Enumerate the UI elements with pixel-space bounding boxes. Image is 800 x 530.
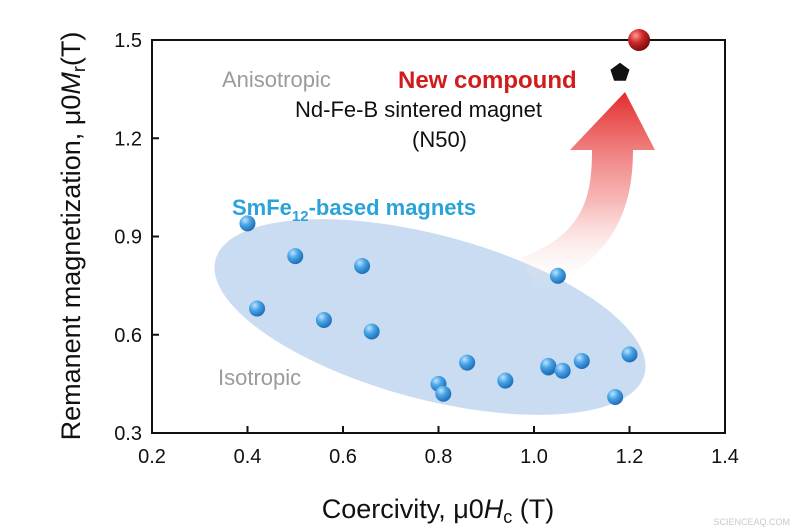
smfe12-point (621, 346, 638, 363)
x-axis: 0.2 0.4 0.6 0.8 1.0 1.2 1.4 (138, 426, 739, 468)
y-tick-label: 1.2 (114, 128, 142, 150)
data-points (239, 29, 651, 405)
smfe12-point (549, 267, 566, 284)
smfe12-point (249, 300, 266, 317)
watermark: SCIENCEAQ.COM (713, 517, 790, 527)
y-axis-title: Remanent magnetization, μ0Mr(T) (56, 32, 89, 441)
y-tick-label: 0.6 (114, 325, 142, 347)
x-tick-label: 0.8 (425, 446, 453, 468)
y-axis: 0.3 0.6 0.9 1.2 1.5 (114, 30, 159, 445)
smfe12-point (315, 312, 332, 329)
smfe12-point (363, 323, 380, 340)
anisotropic-label: Anisotropic (222, 67, 331, 92)
smfe12-point (287, 248, 304, 265)
smfe12-series-label: SmFe12-based magnets (232, 195, 476, 225)
improvement-arrow (520, 92, 655, 292)
smfe12-point (239, 215, 256, 232)
y-tick-label: 0.3 (114, 423, 142, 445)
smfe12-point (435, 385, 452, 402)
smfe12-point (459, 354, 476, 371)
y-tick-label: 0.9 (114, 227, 142, 249)
smfe12-point (573, 352, 590, 369)
ndfeb-point (610, 62, 630, 81)
smfe12-point (354, 257, 371, 274)
smfe12-point (540, 357, 557, 374)
smfe12-point (497, 372, 514, 389)
ndfeb-label-line2: (N50) (412, 127, 467, 152)
x-axis-title: Coercivity, μ0Hc (T) (322, 494, 555, 527)
isotropic-label: Isotropic (218, 365, 301, 390)
smfe12-point (554, 362, 571, 379)
x-tick-label: 0.2 (138, 446, 166, 468)
x-tick-label: 1.2 (616, 446, 644, 468)
x-tick-label: 1.4 (711, 446, 739, 468)
new-compound-point (628, 29, 651, 51)
smfe12-point (607, 388, 624, 405)
x-tick-label: 0.4 (234, 446, 262, 468)
new-compound-label: New compound (398, 67, 577, 94)
y-tick-label: 1.5 (114, 30, 142, 52)
smfe12-region (214, 219, 646, 415)
ndfeb-label-line1: Nd-Fe-B sintered magnet (295, 97, 542, 122)
x-tick-label: 1.0 (520, 446, 548, 468)
x-tick-label: 0.6 (329, 446, 357, 468)
